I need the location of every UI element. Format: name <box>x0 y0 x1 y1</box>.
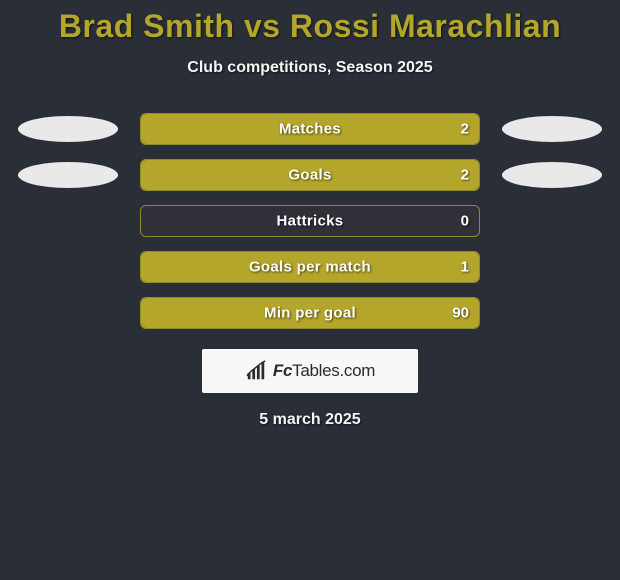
stat-label: Goals <box>141 167 479 184</box>
logo-primary: Fc <box>273 361 292 380</box>
stat-value: 90 <box>452 305 469 322</box>
stat-row: Matches2 <box>0 113 620 145</box>
page-title: Brad Smith vs Rossi Marachlian <box>0 0 620 45</box>
stat-label: Min per goal <box>141 305 479 322</box>
stat-label: Hattricks <box>141 213 479 230</box>
right-ellipse <box>502 162 602 188</box>
stat-value: 0 <box>461 213 469 230</box>
stat-row: Min per goal90 <box>0 297 620 329</box>
stats-container: Matches2Goals2Hattricks0Goals per match1… <box>0 113 620 329</box>
date-text: 5 march 2025 <box>0 411 620 429</box>
stat-row: Hattricks0 <box>0 205 620 237</box>
stat-bar: Goals per match1 <box>140 251 480 283</box>
stat-value: 1 <box>461 259 469 276</box>
stat-value: 2 <box>461 167 469 184</box>
stat-bar: Matches2 <box>140 113 480 145</box>
logo-secondary: Tables.com <box>292 361 375 380</box>
stat-row: Goals per match1 <box>0 251 620 283</box>
logo-text: FcTables.com <box>273 361 375 381</box>
stat-label: Goals per match <box>141 259 479 276</box>
subtitle: Club competitions, Season 2025 <box>0 59 620 77</box>
stat-row: Goals2 <box>0 159 620 191</box>
stat-value: 2 <box>461 121 469 138</box>
stat-label: Matches <box>141 121 479 138</box>
stat-bar: Goals2 <box>140 159 480 191</box>
stat-bar: Min per goal90 <box>140 297 480 329</box>
left-ellipse <box>18 162 118 188</box>
logo-box: FcTables.com <box>202 349 418 393</box>
logo-chart-icon <box>245 360 267 382</box>
left-ellipse <box>18 116 118 142</box>
stat-bar: Hattricks0 <box>140 205 480 237</box>
right-ellipse <box>502 116 602 142</box>
